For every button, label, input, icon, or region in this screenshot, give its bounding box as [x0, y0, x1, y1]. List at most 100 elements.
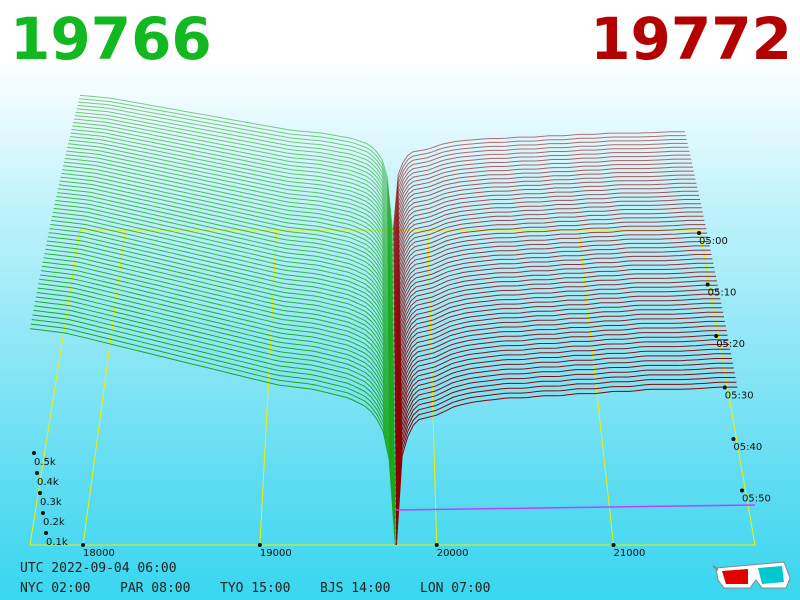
y-tick-dot-0.3k — [38, 491, 42, 495]
series-1-row-14 — [395, 320, 725, 471]
series-0-row-5 — [34, 305, 396, 519]
series-1-row-41 — [393, 203, 701, 327]
y-tick-label-0.4k: 0.4k — [37, 477, 59, 488]
city-time-lon: LON 07:00 — [420, 581, 491, 596]
series-0-row-10 — [38, 283, 396, 492]
x-tick-dot-18000 — [81, 543, 86, 547]
series-0-row-25 — [51, 219, 395, 412]
time-tick-label-05:20: 05:20 — [716, 339, 745, 350]
series-0-row-21 — [47, 236, 395, 433]
series-1-row-5 — [395, 362, 733, 519]
x-tick-label-19000: 19000 — [260, 548, 292, 559]
series-0-row-47 — [69, 136, 394, 295]
series-1-row-12 — [395, 330, 727, 481]
series-1-row-21 — [394, 289, 719, 433]
series-0-row-23 — [49, 228, 395, 423]
series-0-row-30 — [55, 199, 395, 385]
series-0-row-19 — [46, 244, 395, 444]
series-0-row-55 — [76, 108, 394, 252]
series-0-row-6 — [35, 300, 396, 514]
series-1-row-24 — [394, 275, 716, 417]
time-tick-dot-05:40 — [731, 437, 736, 441]
series-1-row-59 — [392, 131, 685, 231]
series-0-row-38 — [62, 169, 394, 343]
chart-frame — [29, 229, 756, 546]
3d-glasses-icon[interactable] — [712, 558, 794, 592]
series-0-row-53 — [74, 115, 394, 263]
series-1-row-43 — [393, 194, 700, 316]
series-0-row-15 — [42, 261, 396, 465]
series-0-row-58 — [79, 98, 393, 236]
series-0-row-36 — [60, 176, 395, 353]
series-0-row-50 — [72, 125, 394, 279]
series-0-row-11 — [39, 278, 396, 487]
series-0-row-35 — [59, 180, 395, 359]
series-0-row-44 — [67, 146, 394, 311]
y-tick-dot-0.2k — [41, 511, 45, 515]
series-0-row-46 — [68, 139, 394, 300]
series-1-row-8 — [395, 348, 731, 503]
y-tick-label-0.3k: 0.3k — [40, 497, 62, 508]
series-0-row-8 — [36, 292, 396, 503]
series-1-row-56 — [393, 142, 688, 247]
series-1-row-47 — [393, 178, 696, 295]
series-1-row-54 — [393, 150, 690, 257]
series-1-row-44 — [393, 190, 699, 311]
series-0-row-48 — [70, 132, 394, 289]
series-0-row-32 — [57, 192, 395, 375]
series-0-row-1 — [30, 323, 396, 540]
series-1-row-55 — [393, 146, 689, 252]
series-0-row-2 — [31, 319, 396, 535]
series-1-row-30 — [394, 249, 711, 385]
series-1-row-0 — [395, 386, 738, 546]
series-1-row-31 — [394, 245, 710, 380]
series-1-row-3 — [395, 372, 735, 530]
right-value: 19772 — [590, 5, 792, 73]
series-0-row-45 — [68, 143, 394, 305]
series-1-row-13 — [395, 325, 726, 476]
series-0-row-49 — [71, 129, 394, 284]
series-0-row-20 — [46, 240, 395, 439]
series-1-row-48 — [393, 174, 695, 289]
x-tick-dot-20000 — [434, 543, 439, 547]
series-0-row-42 — [65, 154, 394, 321]
time-tick-dot-05:50 — [740, 488, 744, 493]
frame-grid-21000 — [578, 229, 615, 546]
series-0-row-29 — [54, 203, 395, 391]
frame-grid-18000 — [82, 229, 126, 546]
left-value: 19766 — [10, 5, 212, 73]
series-0-row-4 — [33, 309, 396, 524]
time-tick-label-05:00: 05:00 — [699, 236, 728, 247]
series-0-row-7 — [35, 296, 396, 508]
front-series-line — [396, 504, 756, 511]
series-1-row-4 — [395, 367, 734, 524]
y-tick-label-0.1k: 0.1k — [46, 537, 68, 548]
city-time-nyc: NYC 02:00 — [20, 581, 91, 596]
series-1-row-58 — [392, 135, 686, 236]
series-1-row-35 — [394, 228, 707, 359]
series-1-row-39 — [393, 211, 703, 337]
series-1-row-23 — [394, 280, 717, 423]
series-1-row-16 — [395, 311, 724, 460]
series-0-row-56 — [77, 104, 394, 247]
series-0-row-37 — [61, 172, 394, 348]
series-1-row-19 — [394, 298, 721, 444]
time-tick-dot-05:10 — [705, 282, 710, 287]
series-1-row-46 — [393, 182, 697, 300]
series-0-row-31 — [56, 196, 395, 380]
series-1-row-15 — [395, 316, 724, 465]
series-0-row-22 — [48, 232, 395, 428]
series-1-row-22 — [394, 284, 718, 428]
series-1-row-17 — [395, 307, 723, 455]
series-1-row-18 — [395, 302, 722, 449]
time-tick-label-05:40: 05:40 — [733, 442, 762, 453]
series-1-row-57 — [392, 139, 687, 241]
time-tick-label-05:50: 05:50 — [742, 494, 771, 505]
series-1-row-40 — [393, 207, 702, 332]
series-0-row-39 — [63, 165, 394, 337]
series-1-row-50 — [393, 166, 693, 279]
series-1-row-10 — [395, 339, 729, 492]
series-0-row-54 — [75, 111, 394, 257]
series-0-row-12 — [40, 274, 396, 481]
